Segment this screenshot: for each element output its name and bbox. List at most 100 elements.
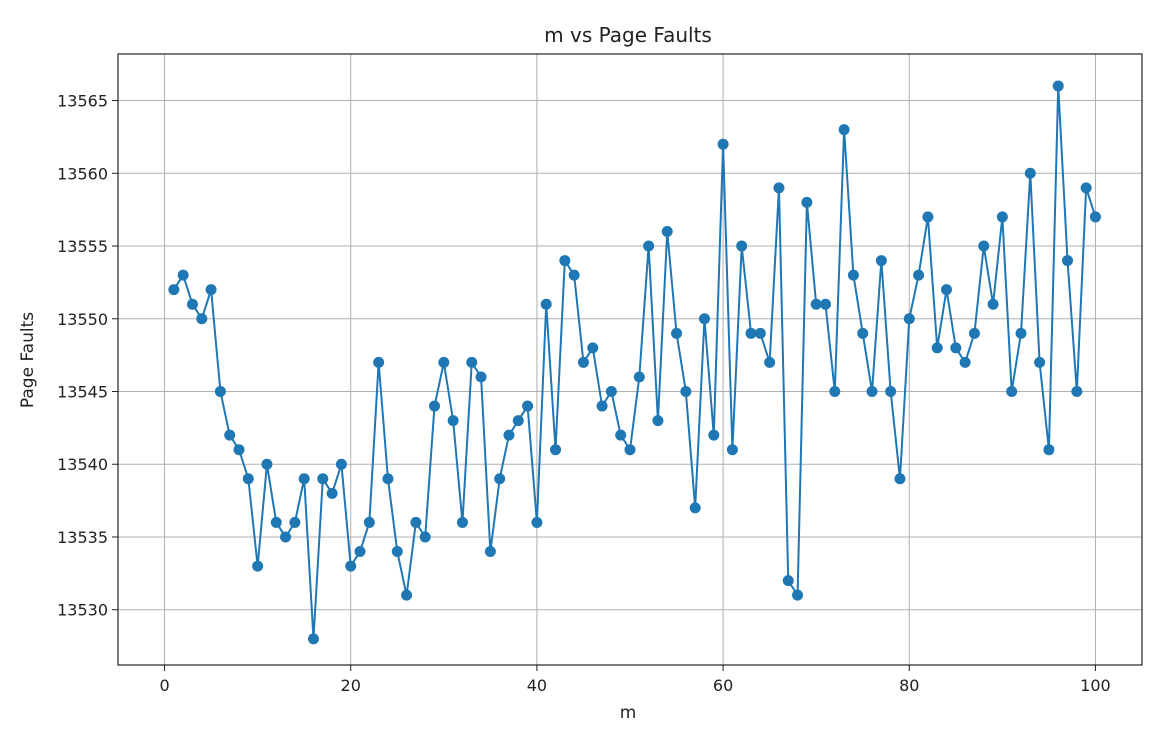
data-point [1043, 444, 1055, 456]
y-tick-label: 13555 [57, 237, 108, 256]
data-point [168, 284, 180, 296]
data-point [978, 240, 990, 252]
data-point [857, 327, 869, 339]
y-tick-label: 13545 [57, 383, 108, 402]
data-point [1089, 211, 1101, 223]
data-point [326, 487, 338, 499]
data-point [531, 516, 543, 528]
data-point [643, 240, 655, 252]
data-point [1052, 80, 1064, 92]
data-point [494, 473, 506, 485]
data-point [214, 386, 226, 398]
data-point [652, 415, 664, 427]
data-point [186, 298, 198, 310]
data-point [996, 211, 1008, 223]
series-line-group [168, 80, 1101, 645]
data-point [233, 444, 245, 456]
data-point [252, 560, 264, 572]
x-tick-label: 80 [899, 676, 919, 695]
data-point [587, 342, 599, 354]
data-point [317, 473, 329, 485]
data-point [680, 386, 692, 398]
data-point [708, 429, 720, 441]
y-tick-label: 13560 [57, 164, 108, 183]
data-point [205, 284, 217, 296]
data-point [224, 429, 236, 441]
data-point [801, 196, 813, 208]
data-point [671, 327, 683, 339]
data-point [401, 589, 413, 601]
data-point [559, 255, 571, 267]
y-tick-label: 13530 [57, 601, 108, 620]
data-point [624, 444, 636, 456]
data-point [605, 386, 617, 398]
data-point [503, 429, 515, 441]
data-point [391, 546, 403, 558]
data-point [903, 313, 915, 325]
plot-frame [117, 53, 1143, 666]
data-point [922, 211, 934, 223]
data-point [810, 298, 822, 310]
data-point [661, 225, 673, 237]
data-point [419, 531, 431, 543]
data-point [615, 429, 627, 441]
data-point [438, 356, 450, 368]
data-point [484, 546, 496, 558]
x-axis-label: m [620, 703, 637, 723]
data-point [345, 560, 357, 572]
data-point [959, 356, 971, 368]
data-point [885, 386, 897, 398]
data-point [745, 327, 757, 339]
data-point [242, 473, 254, 485]
x-tick-label: 60 [713, 676, 733, 695]
data-point [261, 458, 273, 470]
x-axis-ticks: 0 20 40 60 80 100 [159, 665, 1111, 695]
data-point [736, 240, 748, 252]
data-point [1062, 255, 1074, 267]
grid-lines [118, 54, 1142, 665]
data-point [754, 327, 766, 339]
data-point [819, 298, 831, 310]
data-point [280, 531, 292, 543]
data-point [913, 269, 925, 281]
data-point [335, 458, 347, 470]
data-point [1015, 327, 1027, 339]
x-tick-label: 20 [341, 676, 361, 695]
data-point [196, 313, 208, 325]
data-point [363, 516, 375, 528]
data-point [633, 371, 645, 383]
series-line [173, 85, 1097, 639]
y-tick-label: 13535 [57, 528, 108, 547]
data-point [550, 444, 562, 456]
data-point [894, 473, 906, 485]
data-point [596, 400, 608, 412]
data-point [866, 386, 878, 398]
data-point [968, 327, 980, 339]
data-point [429, 400, 441, 412]
x-tick-label: 100 [1080, 676, 1111, 695]
data-point [568, 269, 580, 281]
data-point [1034, 356, 1046, 368]
data-point [1080, 182, 1092, 194]
data-point [354, 546, 366, 558]
data-point [466, 356, 478, 368]
data-point [298, 473, 310, 485]
y-axis-ticks: 13530 13535 13540 13545 13550 13555 13560 13565 [57, 92, 118, 620]
data-point [577, 356, 589, 368]
data-point [698, 313, 710, 325]
data-point [987, 298, 999, 310]
chart-title: m vs Page Faults [544, 23, 712, 47]
data-point [726, 444, 738, 456]
data-point [689, 502, 701, 514]
y-tick-label: 13565 [57, 92, 108, 111]
y-tick-label: 13550 [57, 310, 108, 329]
data-point [792, 589, 804, 601]
data-point [941, 284, 953, 296]
y-tick-label: 13540 [57, 455, 108, 474]
data-point [475, 371, 487, 383]
data-point [764, 356, 776, 368]
data-point [1071, 386, 1083, 398]
data-point [838, 124, 850, 136]
data-point [307, 633, 319, 645]
